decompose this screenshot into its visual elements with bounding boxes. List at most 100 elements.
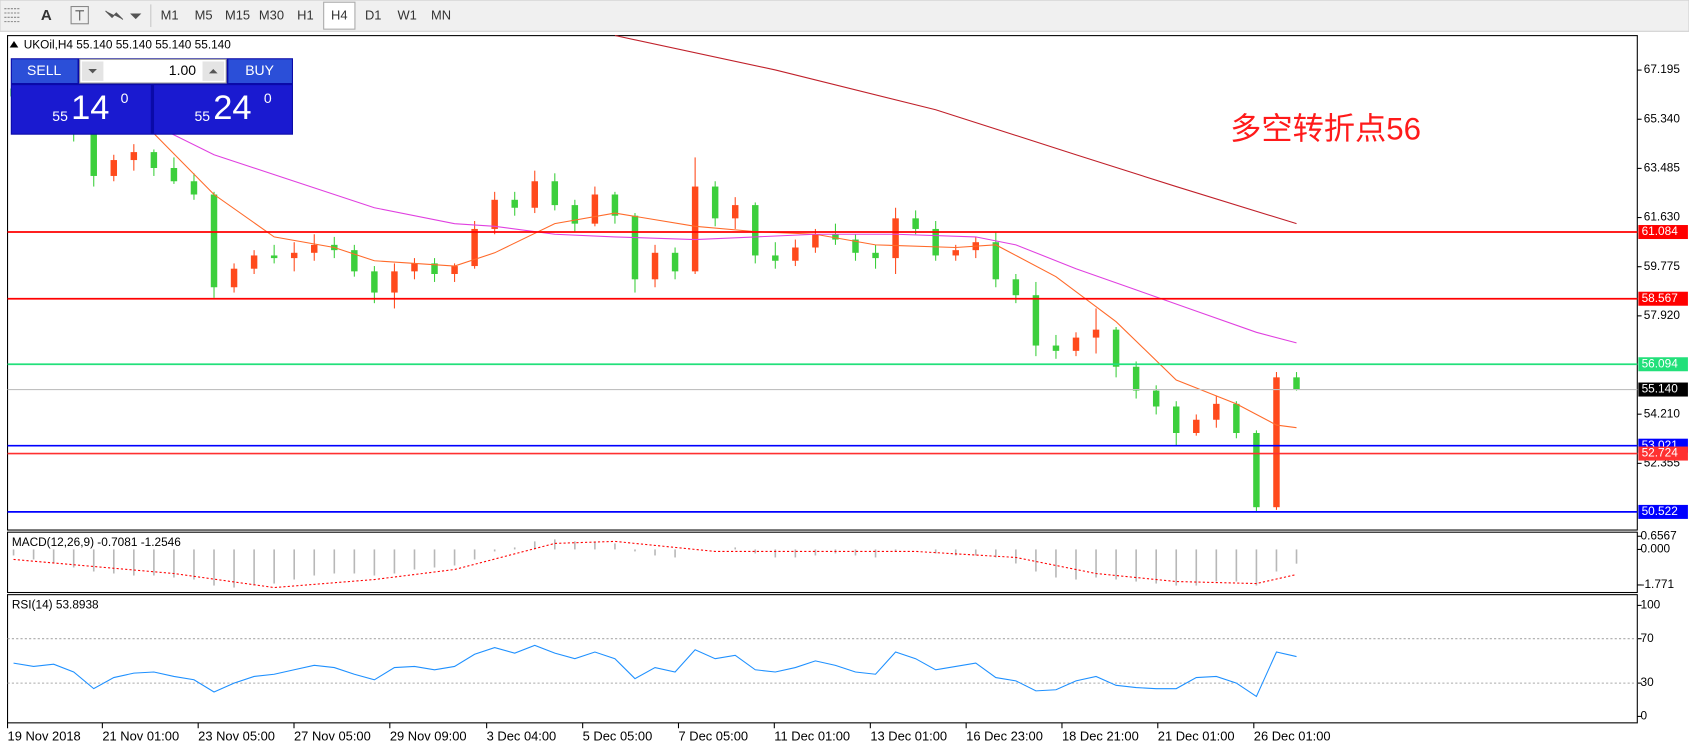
price-level-label: 50.522 — [1642, 504, 1678, 518]
timeframe-button[interactable]: H4 — [331, 8, 348, 23]
candle-body — [752, 205, 759, 256]
timeframe-button[interactable]: H1 — [297, 8, 314, 23]
candle-body — [551, 181, 559, 206]
timeframe-button[interactable]: D1 — [365, 8, 382, 23]
rsi-frame — [7, 594, 1638, 724]
price-level-tag — [1638, 225, 1688, 240]
moving-average — [614, 34, 1297, 225]
candle-body — [792, 247, 799, 261]
y-tick-label: 61.630 — [1644, 210, 1681, 224]
macd-tick-label: -1.771 — [1641, 577, 1675, 591]
candle-body — [1072, 337, 1080, 351]
timeframe-button[interactable]: M30 — [259, 8, 284, 23]
timeframe-active — [323, 1, 356, 30]
x-tick-label: 21 Dec 01:00 — [1158, 728, 1235, 743]
x-tick-label: 27 Nov 05:00 — [294, 728, 371, 743]
x-tick-label: 5 Dec 05:00 — [583, 728, 653, 743]
volume-up-glyph — [208, 69, 218, 74]
price-level-label: 58.567 — [1642, 291, 1678, 305]
bid-main: 14 — [71, 89, 109, 127]
candle-body — [471, 228, 478, 267]
candle-body — [992, 242, 1000, 280]
candle-body — [852, 239, 859, 253]
y-tick-label: 54.210 — [1644, 406, 1681, 420]
candle-body — [1193, 419, 1200, 433]
timeframe-button[interactable]: M1 — [161, 8, 179, 23]
candle-body — [150, 152, 158, 169]
candle-body — [892, 218, 899, 259]
price-level-label: 52.724 — [1642, 446, 1679, 460]
timeframe-button[interactable]: M15 — [225, 8, 250, 23]
candle-body — [932, 228, 939, 256]
candle-body — [1173, 406, 1180, 433]
macd-signal — [13, 540, 1297, 589]
x-tick-label: 3 Dec 04:00 — [487, 728, 557, 743]
ask-box[interactable] — [154, 85, 292, 134]
candle-body — [270, 255, 278, 259]
candle-body — [1233, 403, 1240, 433]
rsi-tick-label: 70 — [1641, 631, 1655, 645]
volume-box[interactable] — [79, 58, 227, 84]
candle-body — [1092, 329, 1100, 338]
x-tick-label: 13 Dec 01:00 — [870, 728, 947, 743]
candle-body — [431, 263, 438, 275]
candle-body — [311, 244, 318, 253]
label-tool-glyph — [75, 10, 85, 21]
candle-body — [451, 266, 458, 275]
x-tick-label: 18 Dec 21:00 — [1062, 728, 1139, 743]
price-level-tag — [1638, 357, 1688, 372]
macd-tick-label: 0.000 — [1641, 542, 1671, 556]
candle-body — [351, 250, 358, 272]
candle-body — [1213, 403, 1220, 420]
candle-body — [371, 271, 378, 293]
candle-body — [250, 255, 258, 269]
rsi-tick-label: 30 — [1641, 675, 1655, 689]
candle-body — [210, 194, 218, 288]
candle-body — [511, 199, 518, 208]
candle-body — [772, 255, 779, 261]
rsi-tick-label: 100 — [1641, 598, 1661, 612]
y-tick-label: 59.775 — [1644, 259, 1681, 273]
chart-header: UKOil,H4 55.140 55.140 55.140 55.140 — [24, 37, 232, 51]
candle-body — [651, 252, 659, 280]
buy-button[interactable] — [228, 59, 292, 84]
x-tick-label: 16 Dec 23:00 — [966, 728, 1043, 743]
timeframe-button[interactable]: M5 — [195, 8, 213, 23]
rsi-line — [13, 644, 1297, 698]
toolbar-icons: A — [4, 4, 152, 27]
candle-body — [531, 181, 538, 208]
candle-body — [1112, 329, 1120, 367]
candle-body — [952, 250, 959, 256]
text-tool[interactable]: A — [41, 7, 52, 24]
price-level-tag — [1638, 382, 1688, 397]
timeframe-button[interactable]: W1 — [397, 8, 416, 23]
label-tool[interactable] — [70, 5, 89, 25]
y-tick-label: 57.920 — [1644, 308, 1681, 322]
macd-tick-label: 0.6567 — [1641, 528, 1677, 542]
buy-label: BUY — [245, 62, 274, 78]
x-tick-label: 11 Dec 01:00 — [774, 728, 850, 743]
price-level-tag — [1638, 291, 1688, 306]
candle-body — [872, 252, 879, 259]
volume[interactable]: 1.00 — [169, 62, 196, 78]
candle-body — [110, 160, 118, 176]
candle-body — [832, 234, 839, 240]
sell-label: SELL — [27, 62, 61, 78]
crosshair-icon[interactable] — [4, 8, 20, 23]
timeframe-button[interactable]: MN — [431, 8, 451, 23]
arrows-tool[interactable] — [105, 10, 142, 20]
candle-body — [90, 133, 97, 176]
candle-body — [290, 252, 298, 259]
candle-body — [1012, 279, 1020, 296]
candle-body — [571, 205, 579, 224]
sell-button[interactable] — [11, 59, 78, 84]
annotation: 多空转折点56 — [1230, 112, 1421, 147]
bid-box[interactable] — [11, 85, 151, 134]
x-tick-label: 29 Nov 09:00 — [390, 728, 467, 743]
bid-small: 0 — [121, 90, 129, 106]
candle-body — [230, 268, 238, 288]
candle-body — [671, 252, 679, 272]
ask-big: 55 — [194, 108, 210, 124]
candle-body — [731, 205, 739, 219]
symbol-marker — [9, 41, 19, 48]
